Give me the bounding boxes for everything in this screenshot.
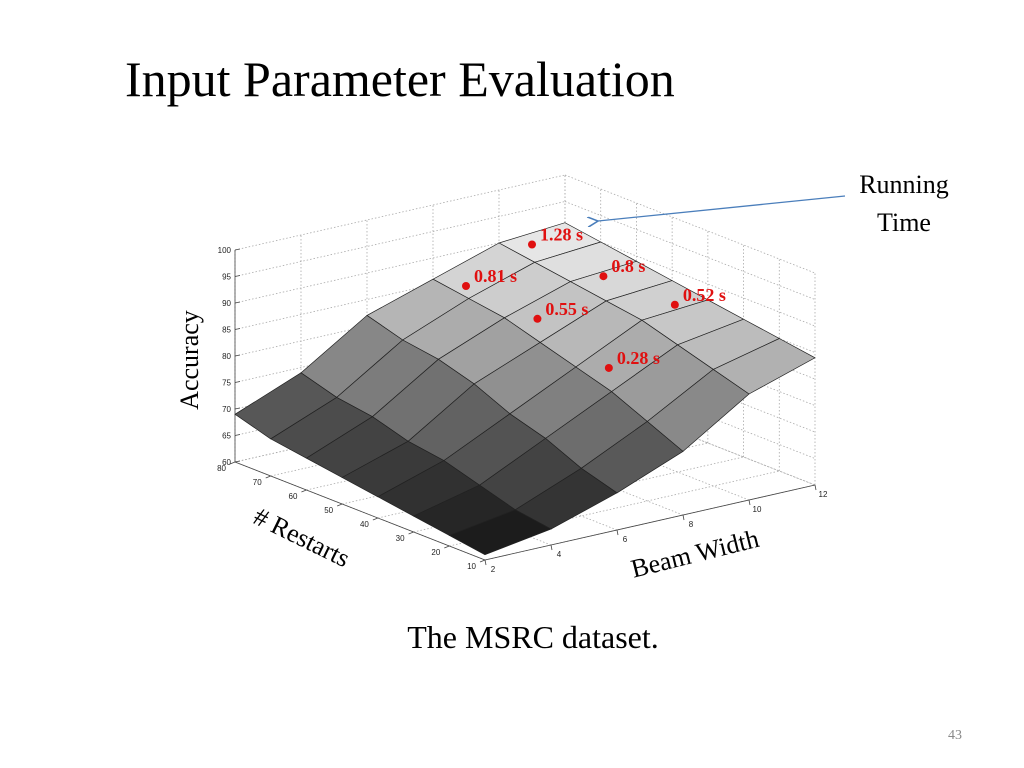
tick-mark [234,381,241,383]
z-tick-label: 75 [222,379,231,388]
tick-mark [748,499,751,506]
tick-mark [234,354,241,357]
time-label: 0.8 s [611,256,645,276]
time-label: 0.28 s [617,348,660,368]
z-tick-label: 85 [222,326,231,335]
y-tick-label: 70 [253,478,262,487]
annotation-arrow [598,195,846,221]
tick-mark [229,461,236,465]
tick-mark [479,559,486,563]
grid-line [234,227,566,304]
tick-mark [265,475,271,479]
tick-mark [234,460,241,463]
x-axis [484,484,816,561]
y-tick-label: 40 [360,520,369,529]
tick-mark [234,275,241,277]
z-tick-label: 100 [218,246,232,255]
plot: 60 65 70 75 80 85 90 95 100 2 4 6 8 10 12 10 20 30 40 50 60 7… [217,174,828,574]
y-axis [234,461,486,561]
z-tick-label: 90 [222,299,231,308]
grid-line [564,227,816,327]
grid-line [234,201,566,277]
grid-line [234,254,566,330]
y-tick-label: 50 [324,506,333,515]
y-tick-label: 80 [217,464,226,473]
time-point [670,300,679,309]
time-label: 1.28 s [540,225,583,245]
y-tick-label: 60 [289,492,298,501]
annotation-line: Time [877,208,931,237]
x-tick-label: 2 [491,565,496,574]
tick-mark [301,489,307,493]
x-tick-label: 6 [623,535,628,544]
x-tick-label: 12 [819,490,828,499]
slide-title: Input Parameter Evaluation [125,51,675,107]
grid-line [234,174,566,251]
tick-mark [682,514,685,521]
time-point [462,282,470,291]
z-tick-label: 60 [222,458,231,467]
tick-mark [234,328,241,330]
time-label: 0.81 s [474,266,517,286]
tick-mark [234,407,241,410]
y-tick-label: 30 [396,534,405,543]
tick-mark [444,545,450,549]
tick-mark [484,559,487,566]
z-tick-label: 95 [222,273,231,282]
grid-line [564,174,816,274]
tick-mark [336,503,343,507]
time-point [533,314,542,323]
y-tick-label: 20 [431,548,440,557]
z-tick-label: 70 [222,405,231,414]
x-tick-label: 10 [753,505,762,514]
tick-mark [234,434,241,436]
time-point [528,240,536,249]
x-tick-label: 4 [557,550,562,559]
tick-mark [234,301,241,304]
tick-mark [616,529,619,536]
time-point [604,363,613,372]
z-tick-label: 65 [222,432,231,441]
z-tick-label: 80 [222,352,231,361]
z-axis-label: Accuracy [175,310,204,410]
tick-mark [372,517,379,521]
surface-facet [448,509,552,556]
tick-mark [814,484,817,491]
grid-line [564,201,816,300]
y-tick-label: 10 [467,562,476,571]
time-point [599,272,608,281]
tick-mark [234,248,241,251]
time-label: 0.55 s [545,299,588,319]
x-tick-label: 8 [689,520,694,529]
tick-mark [550,544,553,551]
page-number: 43 [948,728,962,743]
tick-mark [408,531,414,535]
annotation-line: Running [859,170,949,199]
time-label: 0.52 s [683,285,726,305]
caption: The MSRC dataset. [407,619,659,655]
